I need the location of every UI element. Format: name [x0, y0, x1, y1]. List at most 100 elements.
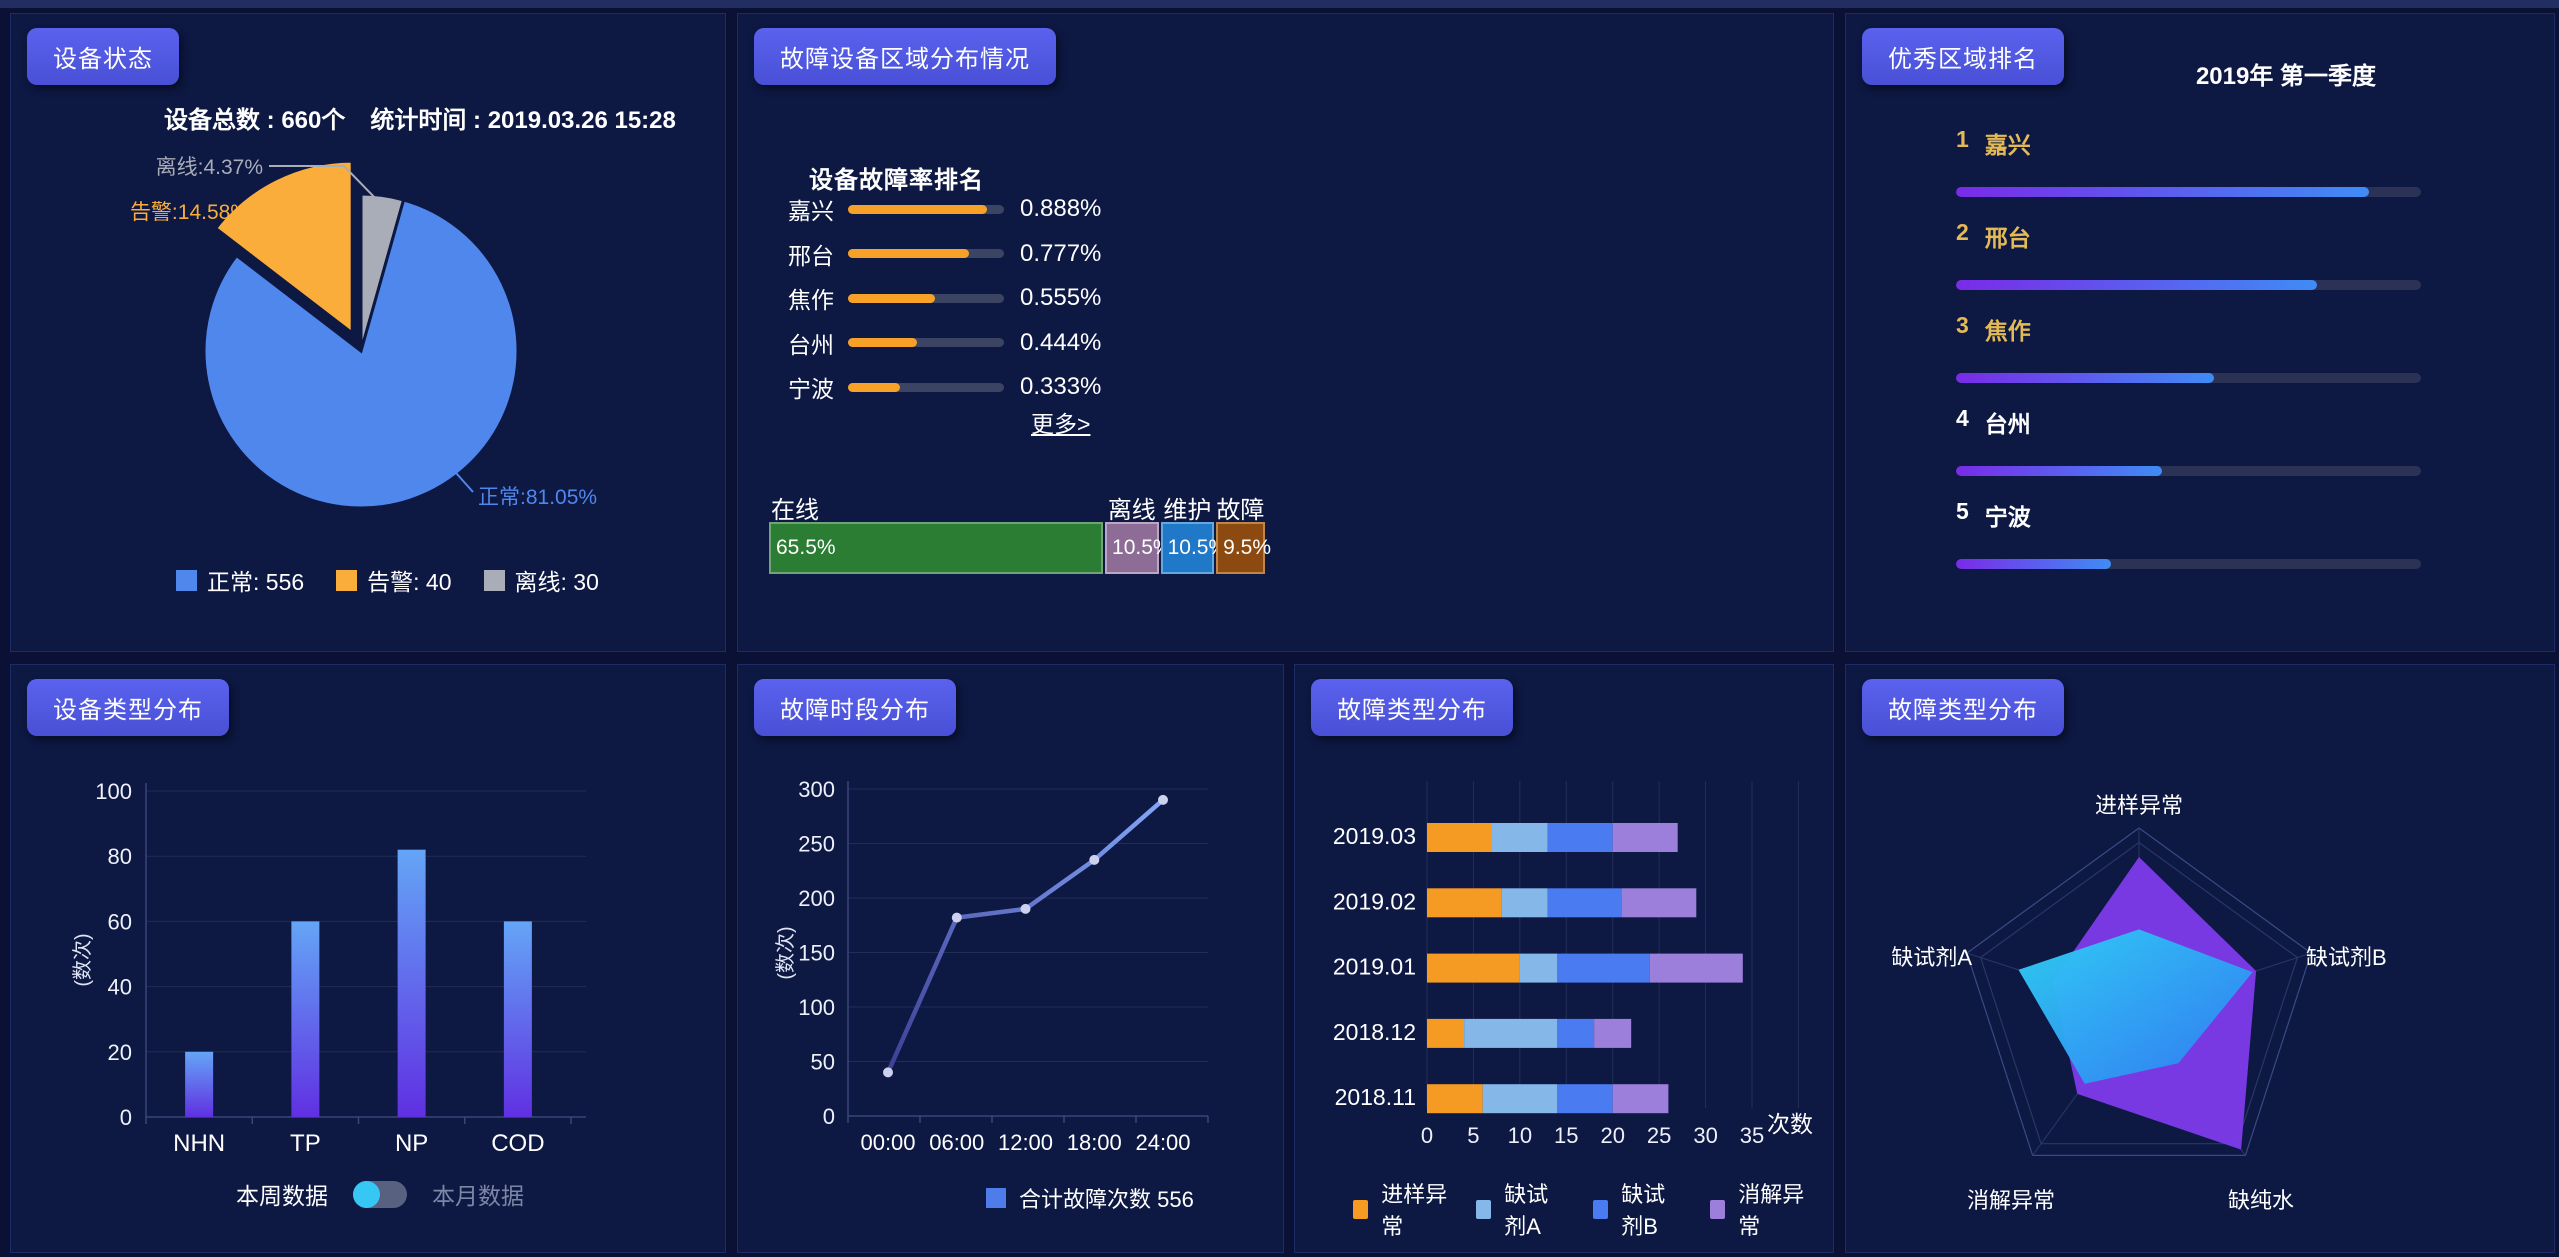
line-legend-label: 合计故障次数 556 — [1019, 1187, 1194, 1212]
y-tick-label: 100 — [95, 779, 132, 804]
region-rank-list: 1 嘉兴 2 邢台 3 焦作 4 台州 5 宁波 — [1846, 14, 2554, 651]
radar-axis-label: 缺纯水 — [2228, 1188, 2294, 1213]
fault-type-radar-title-badge: 故障类型分布 — [1862, 679, 2064, 736]
legend-swatch — [1709, 1199, 1726, 1219]
stack-segment — [1427, 1018, 1465, 1048]
region-rank-item: 4 台州 — [1956, 405, 2421, 476]
data-period-toggle-row: 本周数据 本月数据 — [236, 1177, 524, 1211]
legend-swatch — [483, 569, 505, 591]
line-legend-item[interactable]: 合计故障次数 556 — [986, 1182, 1194, 1214]
line-series — [885, 797, 1166, 1075]
region-rank-title-badge: 优秀区域排名 — [1862, 28, 2064, 85]
fault-rate-rank-heading: 设备故障率排名 — [809, 167, 984, 194]
rank-city: 嘉兴 — [1984, 132, 2031, 158]
quarter-label: 2019年 第一季度 — [2195, 63, 2376, 90]
stack-segment — [1547, 888, 1622, 918]
fault-rate-value: 0.777% — [1020, 239, 1102, 267]
status-segment: 10.5% — [1160, 522, 1227, 574]
data-point — [951, 912, 962, 923]
panel-fault-type-bar: 故障类型分布 0 5 10 15 20 25 30 35 2019.03 2019.02 2019.… — [1294, 664, 1834, 1253]
fault-rate-city: 焦作 — [788, 287, 834, 314]
radar-axis-label: 缺试剂B — [2306, 945, 2387, 970]
y-tick-label: 250 — [798, 832, 835, 857]
panel-device-type: 设备类型分布 0 20 40 60 80 100 (数次) NHN TP NP COD 本周数据 本… — [10, 664, 726, 1253]
stack-segment — [1501, 888, 1548, 918]
x-tick-label: 5 — [1467, 1123, 1479, 1148]
stack-segment — [1427, 1084, 1483, 1114]
fault-rate-value: 0.444% — [1020, 328, 1102, 356]
fault-rate-list: 嘉兴 0.888% 邢台 0.777% 焦作 0.555% 台州 0.444% 宁波 0.333% — [738, 14, 1833, 651]
x-tick-label: 15 — [1554, 1123, 1578, 1148]
legend-item[interactable]: 缺试剂A — [1476, 1177, 1569, 1241]
stat-time-label: 统计时间 : 2019.03.26 15:28 — [370, 107, 676, 134]
rank-city: 宁波 — [1984, 504, 2031, 530]
status-segment: 10.5% — [1105, 522, 1172, 574]
fault-rate-row: 宁波 0.333% — [788, 372, 1101, 402]
legend-item[interactable]: 消解异常 — [1709, 1177, 1809, 1241]
legend-swatch — [336, 569, 358, 591]
fault-rate-city: 宁波 — [788, 376, 834, 403]
status-segment: 65.5% — [769, 522, 1104, 574]
fault-rate-row: 焦作 0.555% — [788, 283, 1101, 313]
more-link[interactable]: 更多> — [1031, 411, 1091, 437]
bar — [185, 1051, 214, 1117]
y-tick-label: 100 — [798, 995, 835, 1020]
pie-leader-line — [254, 211, 292, 228]
region-rank-item: 5 宁波 — [1956, 498, 2421, 569]
stack-segment — [1557, 1084, 1613, 1114]
pie-slice — [213, 159, 354, 337]
data-point — [883, 1067, 893, 1078]
y-tick-label: 0 — [823, 1104, 835, 1129]
stack-segment — [1427, 953, 1520, 983]
fault-area-title-badge: 故障设备区域分布情况 — [754, 28, 1056, 85]
device-stats: 设备总数 : 660个 统计时间 : 2019.03.26 15:28 — [164, 100, 676, 135]
stack-segment — [1492, 823, 1548, 852]
panel-fault-area-distribution: 故障设备区域分布情况 设备故障率排名 嘉兴 0.888% 邢台 0.777% 焦作 0.5… — [737, 13, 1834, 652]
device-total-label: 设备总数 : 660个 — [164, 107, 346, 134]
legend-swatch — [176, 569, 197, 591]
pie-legend-item[interactable]: 离线: 30 — [483, 563, 599, 597]
x-tick-label: NP — [395, 1130, 428, 1157]
x-tick-label: 35 — [1740, 1123, 1764, 1148]
legend-swatch — [1476, 1199, 1492, 1219]
fault-time-title-badge: 故障时段分布 — [754, 679, 956, 736]
fault-type-bar-title-badge: 故障类型分布 — [1311, 679, 1513, 736]
region-rank-label: 5 宁波 — [1956, 498, 2421, 532]
fault-rate-bar — [848, 293, 1004, 303]
rank-city: 邢台 — [1984, 225, 2031, 251]
y-tick-label: 0 — [120, 1105, 132, 1130]
month-data-option[interactable]: 本月数据 — [432, 1183, 524, 1209]
category-label: 2019.01 — [1333, 954, 1416, 980]
stack-segment — [1594, 1018, 1632, 1048]
x-tick-label: COD — [491, 1130, 544, 1157]
pie-legend-item[interactable]: 正常: 556 — [176, 563, 304, 597]
legend-swatch — [986, 1188, 1006, 1208]
week-data-option[interactable]: 本周数据 — [236, 1183, 328, 1209]
rank-city: 台州 — [1984, 411, 2031, 437]
x-tick-label: 12:00 — [998, 1130, 1053, 1155]
region-rank-label: 3 焦作 — [1956, 312, 2421, 346]
panel-device-status: 设备状态 设备总数 : 660个 统计时间 : 2019.03.26 15:28… — [10, 13, 726, 652]
legend-swatch — [1353, 1199, 1369, 1219]
pie-legend-item[interactable]: 告警: 40 — [336, 563, 452, 597]
region-rank-bar — [1956, 559, 2421, 569]
legend-item[interactable]: 缺试剂B — [1593, 1177, 1686, 1241]
pie-slice — [202, 198, 520, 510]
pie-percent-label: 正常:81.05% — [478, 486, 597, 509]
fault-rate-city: 嘉兴 — [788, 198, 834, 224]
legend-item[interactable]: 进样异常 — [1353, 1177, 1452, 1241]
x-tick-label: TP — [290, 1130, 321, 1157]
pie-percent-label: 离线:4.37% — [156, 156, 263, 179]
fault-rate-bar — [848, 382, 1004, 392]
fault-time-line-chart: 0 50 100 150 200 250 300 (数次) 00:00 06:00 12:00 18:… — [774, 777, 1209, 1155]
region-rank-bar — [1956, 466, 2421, 476]
fault-rate-row: 嘉兴 0.888% — [788, 194, 1101, 224]
data-point — [1089, 854, 1100, 865]
x-tick-label: 00:00 — [860, 1130, 915, 1155]
x-axis-title: 次数 — [1767, 1111, 1813, 1137]
fault-rate-city: 邢台 — [788, 242, 834, 269]
fault-rate-bar — [848, 204, 1004, 214]
region-rank-label: 1 嘉兴 — [1956, 126, 2421, 160]
y-tick-label: 200 — [798, 886, 835, 911]
week-month-toggle[interactable] — [353, 1180, 407, 1208]
